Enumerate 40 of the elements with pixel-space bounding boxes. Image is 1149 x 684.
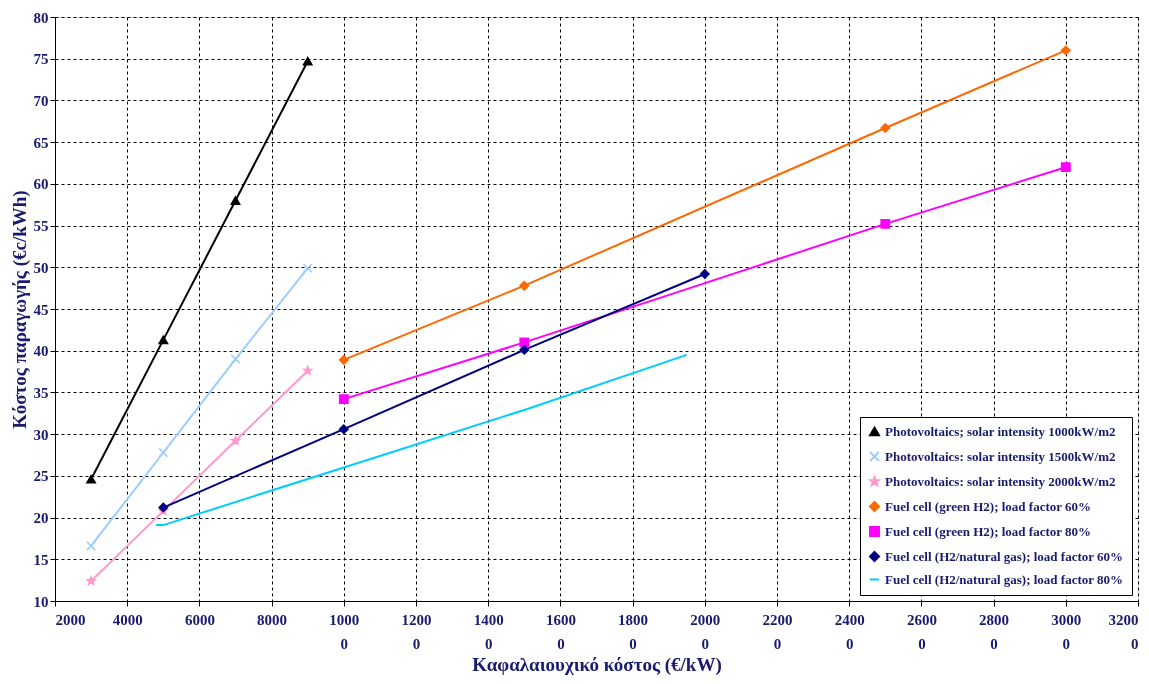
y-tick-label: 60 bbox=[33, 176, 49, 193]
x-tick-label: 3000 0 bbox=[1051, 611, 1082, 652]
y-tick-label: 15 bbox=[33, 551, 49, 568]
x-tick-label: 3200 0 bbox=[1108, 611, 1139, 652]
y-tick-label: 70 bbox=[33, 92, 49, 109]
y-tick-label: 75 bbox=[33, 51, 49, 68]
y-tick-label: 45 bbox=[33, 301, 49, 318]
y-tick-label: 25 bbox=[33, 468, 49, 485]
legend-label: Fuel cell (green H2); load factor 80% bbox=[885, 523, 1092, 539]
y-tick-label: 20 bbox=[33, 510, 49, 527]
x-tick-label: 2000 bbox=[55, 611, 86, 628]
x-tick-label: 1000 0 bbox=[329, 611, 360, 652]
x-tick-label: 2000 0 bbox=[690, 611, 721, 652]
y-tick-label: 50 bbox=[33, 259, 49, 276]
x-tick-label: 4000 bbox=[112, 611, 143, 628]
legend-label: Photovoltaics; solar intensity 1000kW/m2 bbox=[885, 423, 1116, 439]
y-tick-label: 80 bbox=[33, 9, 49, 26]
legend-label: Photovoltaics: solar intensity 2000kW/m2 bbox=[885, 473, 1116, 489]
legend-label: Fuel cell (H2/natural gas); load factor 60% bbox=[885, 548, 1124, 564]
y-tick-label: 40 bbox=[33, 343, 49, 360]
x-axis-title: Καφαλαιουχικό κόστος (€/kW) bbox=[472, 653, 722, 676]
x-tick-label: 1600 0 bbox=[545, 611, 576, 652]
x-tick-label: 6000 bbox=[184, 611, 215, 628]
y-axis-title: Κόστος παραγωγής (€c/kWh) bbox=[8, 190, 31, 429]
x-tick-label: 8000 bbox=[257, 611, 288, 628]
legend-label: Fuel cell (H2/natural gas); load factor 80% bbox=[885, 571, 1124, 587]
x-tick-label: 1400 0 bbox=[473, 611, 504, 652]
x-tick-label: 2200 0 bbox=[762, 611, 793, 652]
x-tick-label: 1200 0 bbox=[401, 611, 432, 652]
y-tick-label: 35 bbox=[33, 384, 49, 401]
x-tick-label: 2800 0 bbox=[979, 611, 1010, 652]
x-tick-label: 1800 0 bbox=[618, 611, 649, 652]
legend-label: Fuel cell (green H2); load factor 60% bbox=[885, 498, 1092, 514]
x-tick-label: 2400 0 bbox=[834, 611, 865, 652]
y-tick-label: 10 bbox=[33, 593, 49, 610]
y-tick-label: 55 bbox=[33, 218, 49, 235]
legend-label: Photovoltaics: solar intensity 1500kW/m2 bbox=[885, 448, 1116, 464]
y-tick-label: 30 bbox=[33, 426, 49, 443]
y-tick-label: 65 bbox=[33, 134, 49, 151]
x-tick-label: 2600 0 bbox=[906, 611, 937, 652]
